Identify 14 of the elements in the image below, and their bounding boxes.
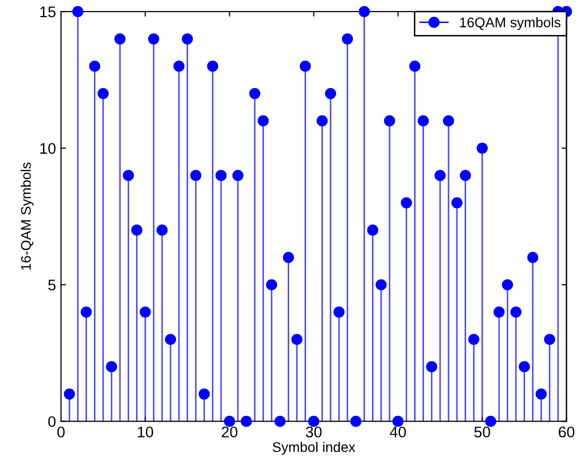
x-tick-label: 40 bbox=[390, 426, 406, 438]
legend-label: 16QAM symbols bbox=[460, 17, 560, 30]
y-tick-label: 10 bbox=[40, 143, 56, 154]
y-axis-title: 16-QAM Symbols bbox=[20, 162, 34, 270]
x-tick-label: 0 bbox=[57, 426, 65, 438]
x-tick-label: 20 bbox=[222, 426, 238, 438]
y-tick-label: 5 bbox=[48, 280, 56, 290]
x-tick-label: 30 bbox=[306, 426, 322, 438]
x-axis-title: Symbol index bbox=[272, 442, 356, 455]
x-tick-label: 60 bbox=[558, 426, 574, 438]
x-tick-label: 10 bbox=[138, 426, 154, 438]
y-tick-label: 0 bbox=[48, 416, 56, 428]
y-tick-label: 15 bbox=[40, 6, 56, 18]
x-tick-label: 50 bbox=[474, 426, 490, 438]
